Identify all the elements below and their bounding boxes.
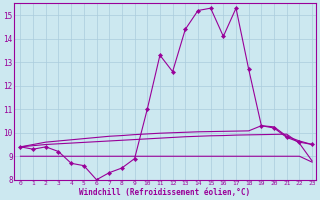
X-axis label: Windchill (Refroidissement éolien,°C): Windchill (Refroidissement éolien,°C) xyxy=(79,188,251,197)
